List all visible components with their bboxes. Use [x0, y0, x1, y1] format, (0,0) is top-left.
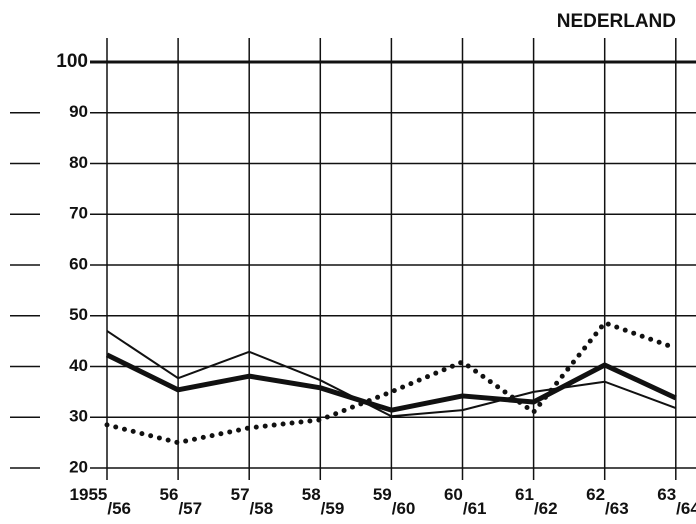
x-tick-label: 61/62	[515, 485, 558, 518]
x-tick-label: 58/59	[302, 485, 345, 518]
line-series	[106, 330, 677, 418]
line-series	[105, 352, 677, 413]
y-tick-label: 80	[69, 153, 88, 172]
y-tick-label: 100	[56, 51, 88, 72]
line-series	[104, 320, 679, 446]
x-tick-label: 59/60	[373, 485, 416, 518]
x-tick-label: 57/58	[231, 485, 274, 518]
y-tick-label: 60	[69, 254, 88, 273]
x-tick-label: 63/64	[657, 485, 696, 518]
x-tick-label: 60/61	[444, 485, 487, 518]
y-tick-label: 70	[69, 204, 88, 223]
x-tick-label: 1955/56	[70, 485, 131, 518]
y-tick-label: 30	[69, 407, 88, 426]
y-tick-label: 90	[69, 102, 88, 121]
y-tick-label: 20	[69, 457, 88, 476]
x-tick-label: 56/57	[160, 485, 203, 518]
y-tick-label: 40	[69, 356, 88, 375]
y-tick-label: 50	[69, 305, 88, 324]
x-tick-label: 62/63	[586, 485, 629, 518]
chart-title: NEDERLAND	[557, 11, 676, 32]
